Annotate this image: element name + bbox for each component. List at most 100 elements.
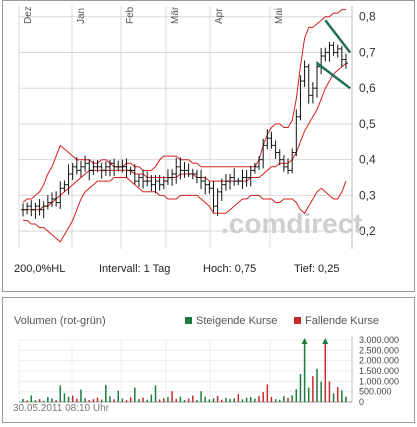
legend-down-swatch — [294, 317, 301, 324]
candle — [174, 157, 179, 184]
candle — [232, 168, 237, 186]
candle — [194, 169, 199, 184]
candle — [240, 169, 245, 189]
candle — [29, 200, 34, 217]
month-label: Jan — [76, 8, 87, 24]
candle — [132, 164, 137, 185]
legend-down: Fallende Kurse — [294, 315, 379, 327]
candle — [286, 158, 291, 175]
price-chart-panel: 0,8 0,7 0,6 0,5 0,4 0,3 0,2 Dez Jan Feb Mär Apr Mai.… — [2, 0, 415, 292]
candle — [120, 159, 125, 173]
candle — [306, 63, 311, 104]
candle — [261, 138, 266, 169]
candle — [87, 159, 92, 181]
candle — [21, 203, 25, 217]
candle — [170, 169, 175, 186]
volume-chart-panel: 3.000.000 2.500.000 2.000.000 1.500.000 1.00… — [2, 297, 415, 423]
candle — [302, 60, 307, 87]
volume-y-tick-label: 1.000.000 — [359, 376, 399, 386]
candle — [335, 44, 340, 58]
candle — [310, 82, 315, 104]
candle — [145, 171, 150, 187]
volume-y-tick-label: 0 — [359, 397, 364, 407]
month-label: Mär — [170, 6, 181, 24]
candle — [294, 109, 299, 156]
candle — [99, 162, 104, 179]
candle — [223, 174, 228, 191]
candle — [248, 165, 253, 187]
candle — [116, 160, 121, 172]
candle — [124, 158, 129, 178]
candle — [273, 140, 278, 159]
volume-overflow-arrow — [301, 338, 308, 344]
candle — [78, 160, 83, 178]
candle — [49, 192, 54, 208]
candle — [228, 173, 233, 190]
month-label: Mai — [274, 8, 285, 24]
month-label: Feb — [125, 6, 136, 24]
volume-y-tick-label: 500.000 — [359, 387, 392, 397]
candle — [128, 166, 133, 175]
candle — [141, 169, 146, 189]
candle — [331, 41, 336, 56]
timestamp: 30.05.2011 08:10 Uhr — [13, 403, 110, 414]
volume-overflow-arrow — [322, 338, 329, 344]
candle — [281, 155, 286, 172]
volume-title: Volumen (rot-grün) — [14, 315, 106, 327]
candle — [157, 175, 162, 191]
candle — [178, 157, 183, 180]
candle — [219, 178, 224, 201]
candle — [186, 163, 191, 177]
candle — [182, 162, 187, 178]
candle — [54, 191, 59, 207]
candle — [58, 181, 63, 209]
candle — [244, 169, 249, 187]
candle — [107, 159, 112, 177]
candle — [252, 162, 257, 174]
volume-y-tick-label: 2.000.000 — [359, 356, 399, 366]
legend-up-swatch — [185, 317, 192, 324]
y-tick-label: 0,5 — [359, 117, 376, 131]
candle — [83, 155, 88, 172]
high-info: Hoch: 0,75 — [203, 263, 257, 275]
volume-y-tick-label: 3.000.000 — [359, 335, 399, 345]
volume-y-tick-label: 1.500.000 — [359, 366, 399, 376]
price-chart: 0,8 0,7 0,6 0,5 0,4 0,3 0,2 Dez Jan Feb Mär Apr Mai.… — [18, 6, 376, 249]
y-tick-label: 0,7 — [359, 45, 376, 59]
volume-y-tick-label: 2.500.000 — [359, 345, 399, 355]
candle — [203, 176, 208, 195]
candle — [74, 157, 79, 175]
month-label: Apr — [214, 8, 225, 24]
candle — [344, 53, 348, 69]
scale-info: 200,0%HL — [14, 263, 66, 275]
candle — [95, 160, 100, 173]
candle — [37, 199, 42, 216]
y-tick-label: 0,4 — [359, 153, 376, 167]
candle — [215, 188, 220, 217]
candle — [153, 175, 158, 194]
candle — [265, 129, 270, 150]
y-tick-label: 0,2 — [359, 224, 376, 238]
candle — [257, 156, 262, 170]
volume-chart: 3.000.0002.500.0002.000.0001.500.0001.00… — [18, 335, 399, 407]
bollinger-lower-line — [23, 177, 347, 243]
candle — [45, 194, 50, 210]
candle — [339, 45, 344, 67]
watermark: .comdirect — [221, 208, 363, 239]
legend-up-label: Steigende Kurse — [196, 315, 278, 327]
candle — [269, 131, 274, 149]
trend-line-upper — [324, 19, 352, 54]
low-info: Tief: 0,25 — [294, 263, 340, 275]
candle — [161, 176, 166, 190]
candle — [211, 181, 216, 213]
candle — [207, 181, 212, 194]
candle — [112, 158, 117, 176]
candle — [41, 201, 46, 219]
legend-up: Steigende Kurse — [185, 315, 277, 327]
trend-line-lower — [316, 62, 351, 90]
candle — [290, 148, 295, 174]
month-label: Dez — [23, 6, 34, 24]
candle — [136, 174, 141, 187]
candle — [165, 169, 170, 185]
candle — [323, 47, 328, 62]
